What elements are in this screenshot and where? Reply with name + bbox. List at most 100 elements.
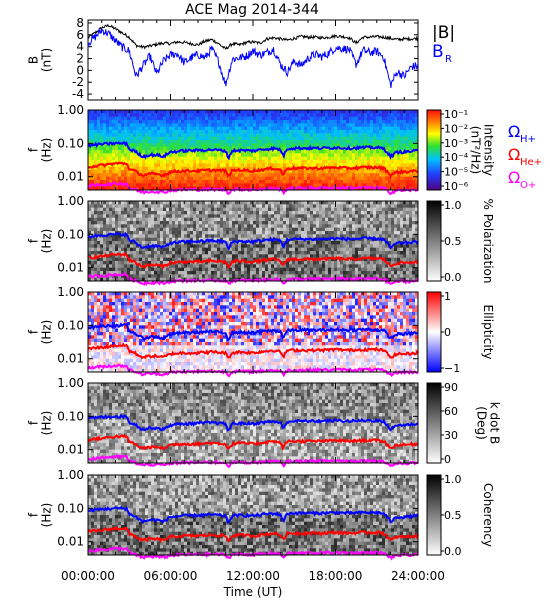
spectrogram-cell [139, 251, 143, 255]
spectrogram-cell [193, 261, 197, 265]
spectrogram-cell [337, 170, 341, 174]
spectrogram-cell [202, 207, 206, 212]
spectrogram-cell [394, 110, 398, 114]
spectrogram-cell [145, 160, 149, 164]
spectrogram-cell [232, 271, 236, 275]
spectrogram-cell [160, 214, 164, 219]
spectrogram-cell [313, 116, 317, 121]
spectrogram-cell [409, 126, 413, 131]
spectrogram-cell [382, 126, 386, 131]
spectrogram-cell [145, 234, 149, 239]
spectrogram-cell [100, 211, 104, 215]
spectrogram-cell [412, 110, 416, 114]
spectrogram-cell [97, 244, 101, 249]
spectrogram-cell [343, 113, 347, 118]
spectrogram-cell [136, 136, 140, 141]
spectrogram-cell [250, 110, 254, 114]
spectrogram-cell [370, 214, 374, 219]
spectrogram-cell [124, 267, 128, 272]
spectrogram-cell [325, 271, 329, 275]
spectrogram-cell [304, 170, 308, 174]
spectrogram-cell [298, 271, 302, 275]
spectrogram-cell [166, 116, 170, 121]
spectrogram-cell [379, 183, 383, 188]
spectrogram-cell [355, 176, 359, 181]
spectrogram-cell [313, 176, 317, 181]
spectrogram-cell [100, 217, 104, 222]
spectrogram-cell [355, 123, 359, 128]
spectrogram-cell [235, 176, 239, 181]
spectrogram-cell [391, 160, 395, 164]
spectrogram-cell [298, 126, 302, 131]
spectrogram-cell [208, 221, 212, 225]
spectrogram-cell [103, 123, 107, 128]
spectrogram-cell [292, 254, 296, 259]
spectrogram-cell [175, 234, 179, 239]
spectrogram-cell [370, 201, 374, 205]
spectrogram-cell [103, 156, 107, 161]
spectrogram-cell [337, 156, 341, 161]
spectrogram-cell [394, 163, 398, 168]
spectrogram-cell [100, 204, 104, 209]
spectrogram-cell [322, 254, 326, 259]
spectrogram-cell [382, 183, 386, 188]
spectrogram-cell [163, 150, 167, 154]
spectrogram-cell [295, 241, 299, 245]
spectrogram-cell [325, 176, 329, 181]
spectrogram-cell [283, 231, 287, 235]
spectrogram-cell [325, 173, 329, 178]
spectrogram-cell [130, 180, 134, 184]
spectrogram-cell [124, 234, 128, 239]
spectrogram-cell [94, 251, 98, 255]
spectrogram-cell [160, 170, 164, 174]
spectrogram-cell [262, 264, 266, 269]
spectrogram-cell [280, 130, 284, 134]
spectrogram-cell [256, 207, 260, 212]
spectrogram-cell [349, 201, 353, 205]
spectrogram-cell [199, 214, 203, 219]
spectrogram-cell [100, 247, 104, 252]
spectrogram-cell [271, 234, 275, 239]
spectrogram-cell [325, 247, 329, 252]
spectrogram-cell [88, 126, 92, 131]
spectrogram-cell [364, 163, 368, 168]
spectrogram-cell [145, 113, 149, 118]
spectrogram-cell [190, 176, 194, 181]
spectrogram-cell [241, 173, 245, 178]
spectrogram-cell [250, 207, 254, 212]
spectrogram-cell [100, 153, 104, 158]
spectrogram-cell [322, 207, 326, 212]
spectrogram-cell [151, 133, 155, 138]
spectrogram-cell [304, 234, 308, 239]
spectrogram-cell [178, 180, 182, 184]
spectrogram-cell [202, 166, 206, 171]
spectrogram-cell [136, 231, 140, 235]
spectrogram-cell [187, 251, 191, 255]
spectrogram-cell [175, 221, 179, 225]
spectrogram-cell [403, 143, 407, 148]
spectrogram-cell [160, 143, 164, 148]
spectrogram-cell [289, 176, 293, 181]
spectrogram-cell [346, 267, 350, 272]
spectrogram-cell [211, 227, 215, 232]
spectrogram-cell [199, 261, 203, 265]
spectrogram-cell [106, 150, 110, 154]
spectrogram-cell [337, 227, 341, 232]
spectrogram-cell [397, 156, 401, 161]
spectrogram-cell [238, 264, 242, 269]
spectrogram-cell [136, 214, 140, 219]
spectrogram-cell [301, 133, 305, 138]
spectrogram-cell [181, 237, 185, 242]
spectrogram-cell [358, 234, 362, 239]
spectrogram-cell [397, 120, 401, 124]
spectrogram-cell [190, 116, 194, 121]
spectrogram-cell [211, 214, 215, 219]
spectrogram-cell [415, 163, 419, 168]
spectrogram-cell [274, 140, 278, 144]
spectrogram-cell [283, 110, 287, 114]
spectrogram-cell [406, 126, 410, 131]
spectrogram-cell [316, 254, 320, 259]
spectrogram-cell [268, 231, 272, 235]
spectrogram-cell [313, 136, 317, 141]
spectrogram-cell [241, 204, 245, 209]
